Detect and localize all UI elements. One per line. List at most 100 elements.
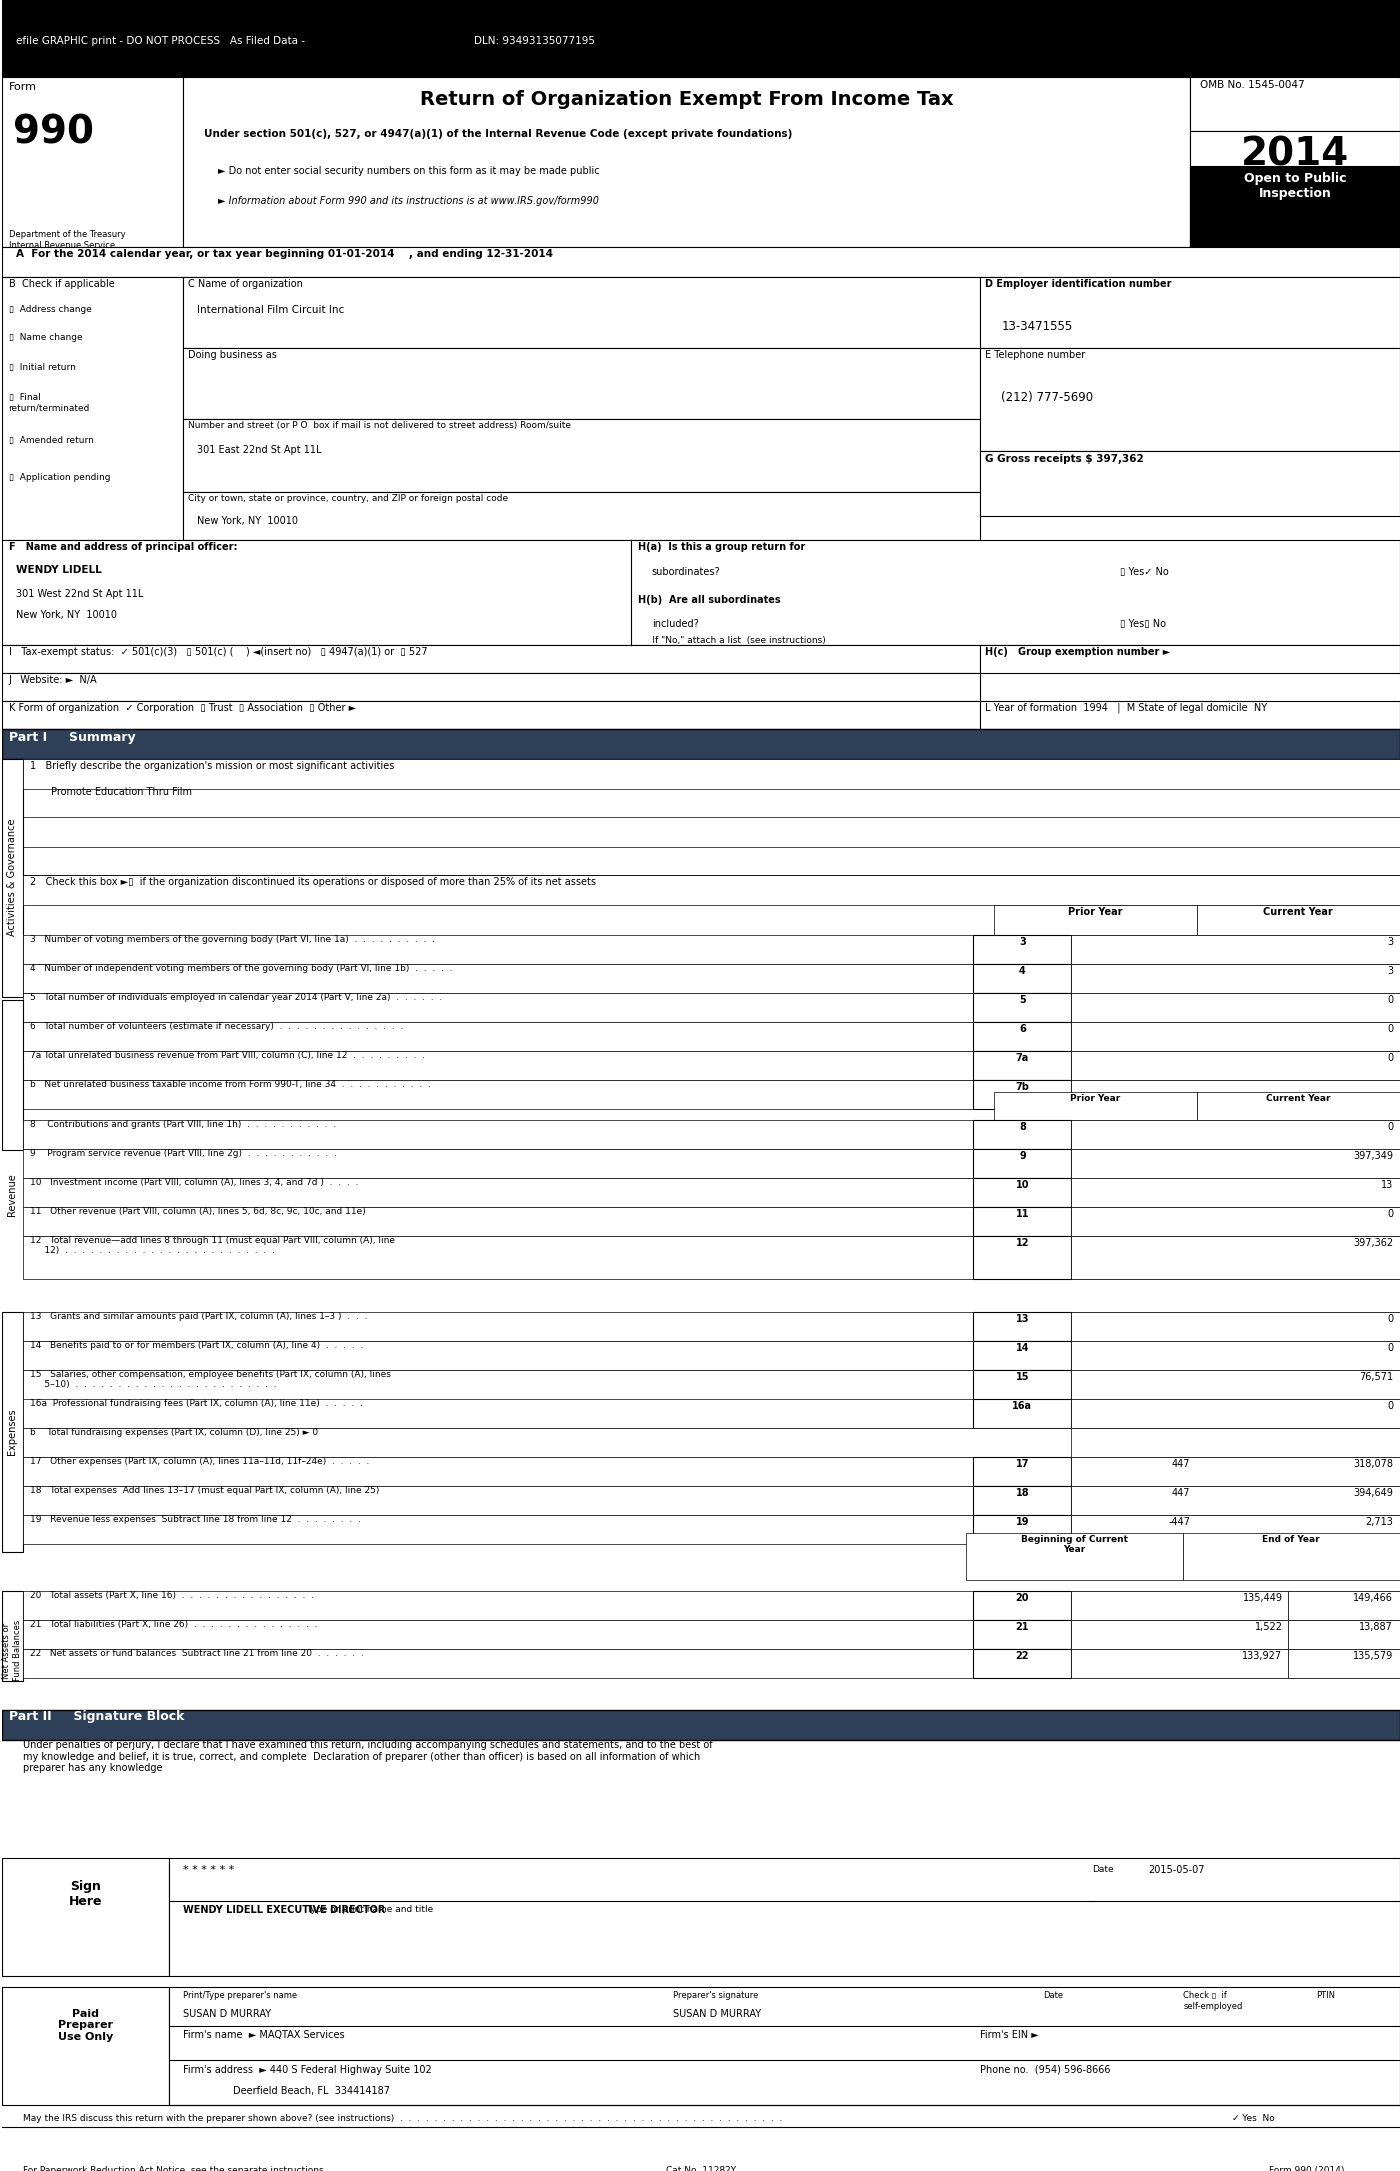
Text: 135,579: 135,579: [1352, 1650, 1393, 1661]
Text: Under penalties of perjury, I declare that I have examined this return, includin: Under penalties of perjury, I declare th…: [22, 1739, 713, 1774]
Text: 135,449: 135,449: [1243, 1594, 1282, 1602]
Text: 0: 0: [1387, 1025, 1393, 1033]
Text: Phone no.  (954) 596-8666: Phone no. (954) 596-8666: [980, 2065, 1112, 2075]
Text: 447: 447: [1172, 1459, 1190, 1470]
Text: 22: 22: [1015, 1650, 1029, 1661]
Text: 1,522: 1,522: [1254, 1622, 1282, 1633]
Text: 10: 10: [1015, 1181, 1029, 1190]
Text: (212) 777-5690: (212) 777-5690: [1001, 391, 1093, 404]
Text: Internal Revenue Service: Internal Revenue Service: [8, 241, 115, 250]
Text: 13   Grants and similar amounts paid (Part IX, column (A), lines 1–3 )  .  .  .: 13 Grants and similar amounts paid (Part…: [29, 1311, 367, 1320]
Bar: [980, 701, 1400, 729]
Text: Check ▯  if
self-employed: Check ▯ if self-employed: [1183, 1991, 1243, 2010]
Text: 4: 4: [1019, 966, 1026, 977]
Bar: [1071, 1591, 1288, 1620]
Text: Date: Date: [1092, 1865, 1114, 1874]
Text: subordinates?: subordinates?: [652, 567, 721, 577]
Text: A  For the 2014 calendar year, or tax year beginning 01-01-2014    , and ending : A For the 2014 calendar year, or tax yea…: [15, 250, 553, 258]
Text: 21   Total liabilities (Part X, line 26)  .  .  .  .  .  .  .  .  .  .  .  .  . : 21 Total liabilities (Part X, line 26) .…: [29, 1620, 316, 1628]
Text: Net Assets or
Fund Balances: Net Assets or Fund Balances: [3, 1620, 22, 1680]
Text: 2,713: 2,713: [1365, 1518, 1393, 1526]
Text: 2   Check this box ►▯  if the organization discontinued its operations or dispos: 2 Check this box ►▯ if the organization …: [29, 877, 595, 888]
Bar: [1071, 1051, 1400, 1081]
Bar: [973, 1081, 1071, 1109]
Bar: [169, 1858, 1400, 1976]
Text: b   Net unrelated business taxable income from Form 990-T, line 34  .  .  .  .  : b Net unrelated business taxable income …: [29, 1081, 430, 1090]
Text: Prior Year: Prior Year: [1068, 907, 1123, 916]
Text: 17: 17: [1015, 1459, 1029, 1470]
Text: SUSAN D MURRAY: SUSAN D MURRAY: [183, 2008, 272, 2019]
Text: WENDY LIDELL EXECUTIVE DIRECTOR: WENDY LIDELL EXECUTIVE DIRECTOR: [183, 1906, 386, 1915]
Bar: [1, 1986, 169, 2106]
Text: 0: 0: [1387, 1053, 1393, 1064]
Text: b    Total fundraising expenses (Part IX, column (D), line 25) ► 0: b Total fundraising expenses (Part IX, c…: [29, 1429, 318, 1437]
Bar: [980, 645, 1400, 673]
Text: 4   Number of independent voting members of the governing body (Part VI, line 1b: 4 Number of independent voting members o…: [29, 964, 452, 973]
Bar: [22, 1342, 1400, 1370]
Bar: [1190, 130, 1400, 247]
Text: ▯ Yes✓ No: ▯ Yes✓ No: [1120, 567, 1169, 577]
Text: Firm's address  ► 440 S Federal Highway Suite 102: Firm's address ► 440 S Federal Highway S…: [183, 2065, 433, 2075]
Text: 0: 0: [1387, 994, 1393, 1005]
Text: 0: 0: [1387, 1313, 1393, 1324]
Text: 149,466: 149,466: [1354, 1594, 1393, 1602]
Text: 3: 3: [1019, 938, 1026, 947]
Bar: [973, 964, 1071, 992]
Text: 3   Number of voting members of the governing body (Part VI, line 1a)  .  .  .  : 3 Number of voting members of the govern…: [29, 936, 434, 944]
Text: For Paperwork Reduction Act Notice, see the separate instructions.: For Paperwork Reduction Act Notice, see …: [22, 2167, 326, 2171]
Bar: [973, 1051, 1071, 1081]
Text: Revenue: Revenue: [7, 1175, 17, 1216]
Text: ▯  Name change: ▯ Name change: [8, 332, 83, 343]
Bar: [973, 1120, 1071, 1148]
Bar: [973, 1311, 1071, 1342]
Text: 11: 11: [1015, 1209, 1029, 1220]
Text: OMB No. 1545-0047: OMB No. 1545-0047: [1200, 80, 1305, 89]
Bar: [1071, 1457, 1400, 1485]
Text: 13: 13: [1380, 1181, 1393, 1190]
Bar: [1, 729, 1400, 758]
Text: Doing business as: Doing business as: [188, 350, 276, 360]
Text: ▯  Initial return: ▯ Initial return: [8, 363, 76, 371]
Text: 1   Briefly describe the organization's mission or most significant activities: 1 Briefly describe the organization's mi…: [29, 760, 393, 771]
Text: Prior Year: Prior Year: [1070, 1094, 1120, 1103]
Bar: [994, 1092, 1197, 1120]
Text: SUSAN D MURRAY: SUSAN D MURRAY: [673, 2008, 762, 2019]
Text: 15   Salaries, other compensation, employee benefits (Part IX, column (A), lines: 15 Salaries, other compensation, employe…: [29, 1370, 391, 1389]
Bar: [22, 1620, 1400, 1648]
Text: 0: 0: [1387, 1344, 1393, 1353]
Bar: [973, 1207, 1071, 1235]
Text: H(a)  Is this a group return for: H(a) Is this a group return for: [638, 543, 805, 551]
Bar: [1071, 1370, 1400, 1413]
Text: Paid
Preparer
Use Only: Paid Preparer Use Only: [57, 2008, 113, 2043]
Text: 17   Other expenses (Part IX, column (A), lines 11a–11d, 11f–24e)  .  .  .  .  .: 17 Other expenses (Part IX, column (A), …: [29, 1457, 370, 1465]
Text: * * * * * *: * * * * * *: [183, 1865, 235, 1876]
Text: -447: -447: [1168, 1518, 1190, 1526]
Text: 14: 14: [1015, 1344, 1029, 1353]
Text: H(b)  Are all subordinates: H(b) Are all subordinates: [638, 595, 780, 606]
Bar: [22, 1648, 1400, 1678]
Text: ✓ Yes  No: ✓ Yes No: [1232, 2115, 1275, 2123]
Bar: [22, 964, 1400, 992]
Bar: [1071, 1120, 1400, 1148]
Bar: [1071, 1207, 1400, 1235]
Text: International Film Circuit Inc: International Film Circuit Inc: [197, 306, 344, 315]
Bar: [966, 1533, 1183, 1580]
Bar: [980, 452, 1400, 517]
Bar: [1071, 1429, 1400, 1457]
Bar: [973, 1148, 1071, 1179]
Text: ▯  Final
return/terminated: ▯ Final return/terminated: [8, 393, 90, 412]
Bar: [183, 493, 980, 541]
Bar: [169, 1986, 1400, 2106]
Bar: [22, 1081, 1400, 1109]
Bar: [1, 645, 980, 673]
Bar: [1183, 1533, 1400, 1580]
Text: K Form of organization  ✓ Corporation  ▯ Trust  ▯ Association  ▯ Other ►: K Form of organization ✓ Corporation ▯ T…: [8, 703, 356, 712]
Bar: [183, 419, 980, 493]
Text: 20   Total assets (Part X, line 16)  .  .  .  .  .  .  .  .  .  .  .  .  .  .  .: 20 Total assets (Part X, line 16) . . . …: [29, 1591, 314, 1600]
Text: 22   Net assets or fund balances  Subtract line 21 from line 20  .  .  .  .  .  : 22 Net assets or fund balances Subtract …: [29, 1648, 363, 1659]
Bar: [1, 701, 980, 729]
Bar: [1, 1858, 169, 1976]
Text: Form 990 (2014): Form 990 (2014): [1268, 2167, 1344, 2171]
Text: H(c)   Group exemption number ►: H(c) Group exemption number ►: [984, 647, 1170, 658]
Text: Sign
Here: Sign Here: [69, 1880, 102, 1908]
